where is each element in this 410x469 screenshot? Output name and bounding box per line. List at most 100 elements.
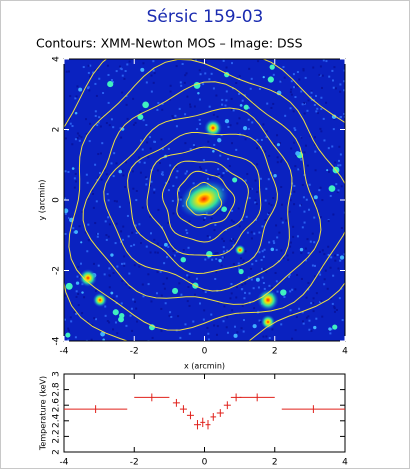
x-axis-label: x (arcmin) — [184, 362, 225, 371]
noise — [314, 150, 317, 153]
noise — [339, 90, 342, 93]
noise — [121, 238, 124, 241]
noise — [169, 84, 172, 87]
noise — [251, 121, 254, 124]
noise — [238, 225, 241, 228]
noise — [202, 318, 205, 321]
noise — [303, 112, 306, 115]
noise — [213, 324, 216, 327]
noise — [87, 197, 90, 200]
noise — [128, 272, 131, 275]
y-tick-label: 2.4 — [52, 413, 62, 428]
noise — [217, 168, 220, 171]
noise — [104, 220, 107, 223]
noise — [272, 196, 275, 199]
noise — [287, 258, 290, 261]
noise — [76, 137, 79, 140]
noise — [267, 212, 270, 215]
contour — [103, 107, 293, 292]
noise — [283, 295, 286, 298]
noise — [171, 199, 174, 202]
noise — [131, 231, 134, 234]
noise — [276, 236, 279, 239]
noise — [96, 235, 99, 238]
noise — [292, 73, 295, 76]
noise — [226, 331, 229, 334]
noise — [146, 141, 149, 144]
noise — [304, 76, 307, 79]
noise — [145, 124, 148, 127]
noise — [251, 263, 254, 266]
noise — [97, 153, 100, 156]
noise — [280, 323, 283, 326]
noise — [123, 262, 126, 265]
noise — [142, 295, 145, 298]
noise — [271, 328, 274, 331]
noise — [223, 305, 226, 308]
noise — [141, 148, 144, 151]
star — [212, 149, 215, 153]
star — [295, 151, 300, 156]
noise — [337, 164, 340, 167]
noise — [204, 216, 207, 219]
y-tick-label: -4 — [52, 336, 62, 345]
noise — [144, 176, 147, 179]
noise — [188, 220, 191, 223]
noise — [112, 328, 115, 331]
noise — [307, 251, 310, 254]
star — [267, 76, 274, 83]
noise — [67, 339, 70, 341]
contour — [146, 146, 262, 257]
noise — [300, 158, 303, 161]
noise — [74, 138, 77, 141]
star — [118, 169, 123, 174]
noise — [167, 180, 170, 183]
noise — [73, 177, 76, 180]
noise — [230, 292, 233, 295]
noise — [156, 108, 159, 111]
noise — [321, 249, 324, 252]
noise — [90, 338, 93, 341]
noise — [202, 159, 205, 162]
noise — [118, 205, 121, 208]
star — [75, 281, 80, 285]
noise — [246, 173, 249, 176]
star — [74, 111, 78, 115]
noise — [236, 122, 239, 125]
noise — [330, 256, 333, 259]
noise — [132, 187, 135, 190]
star — [149, 324, 155, 331]
noise — [169, 311, 172, 314]
noise — [214, 174, 217, 177]
y-tick-label: 2.6 — [52, 398, 62, 413]
noise — [258, 231, 261, 234]
star — [172, 287, 179, 294]
noise — [120, 230, 123, 233]
noise — [231, 62, 234, 65]
noise — [145, 245, 148, 248]
noise — [272, 240, 275, 243]
star — [280, 289, 287, 296]
noise — [217, 172, 220, 175]
noise — [107, 216, 110, 219]
noise — [237, 207, 240, 210]
noise — [74, 172, 77, 175]
y-axis-label: y (arcmin) — [38, 179, 47, 220]
noise — [89, 122, 92, 125]
noise — [221, 256, 224, 259]
noise — [201, 59, 204, 62]
contour — [82, 81, 322, 305]
noise — [148, 136, 151, 139]
noise — [301, 183, 304, 186]
noise — [152, 60, 155, 63]
noise — [133, 264, 136, 267]
noise — [294, 329, 297, 332]
noise — [263, 287, 266, 290]
x-tick-label: 0 — [202, 458, 208, 468]
noise — [320, 86, 323, 89]
noise — [96, 68, 99, 71]
noise — [256, 163, 259, 166]
noise — [204, 72, 207, 75]
noise — [185, 72, 188, 75]
noise — [184, 142, 187, 145]
